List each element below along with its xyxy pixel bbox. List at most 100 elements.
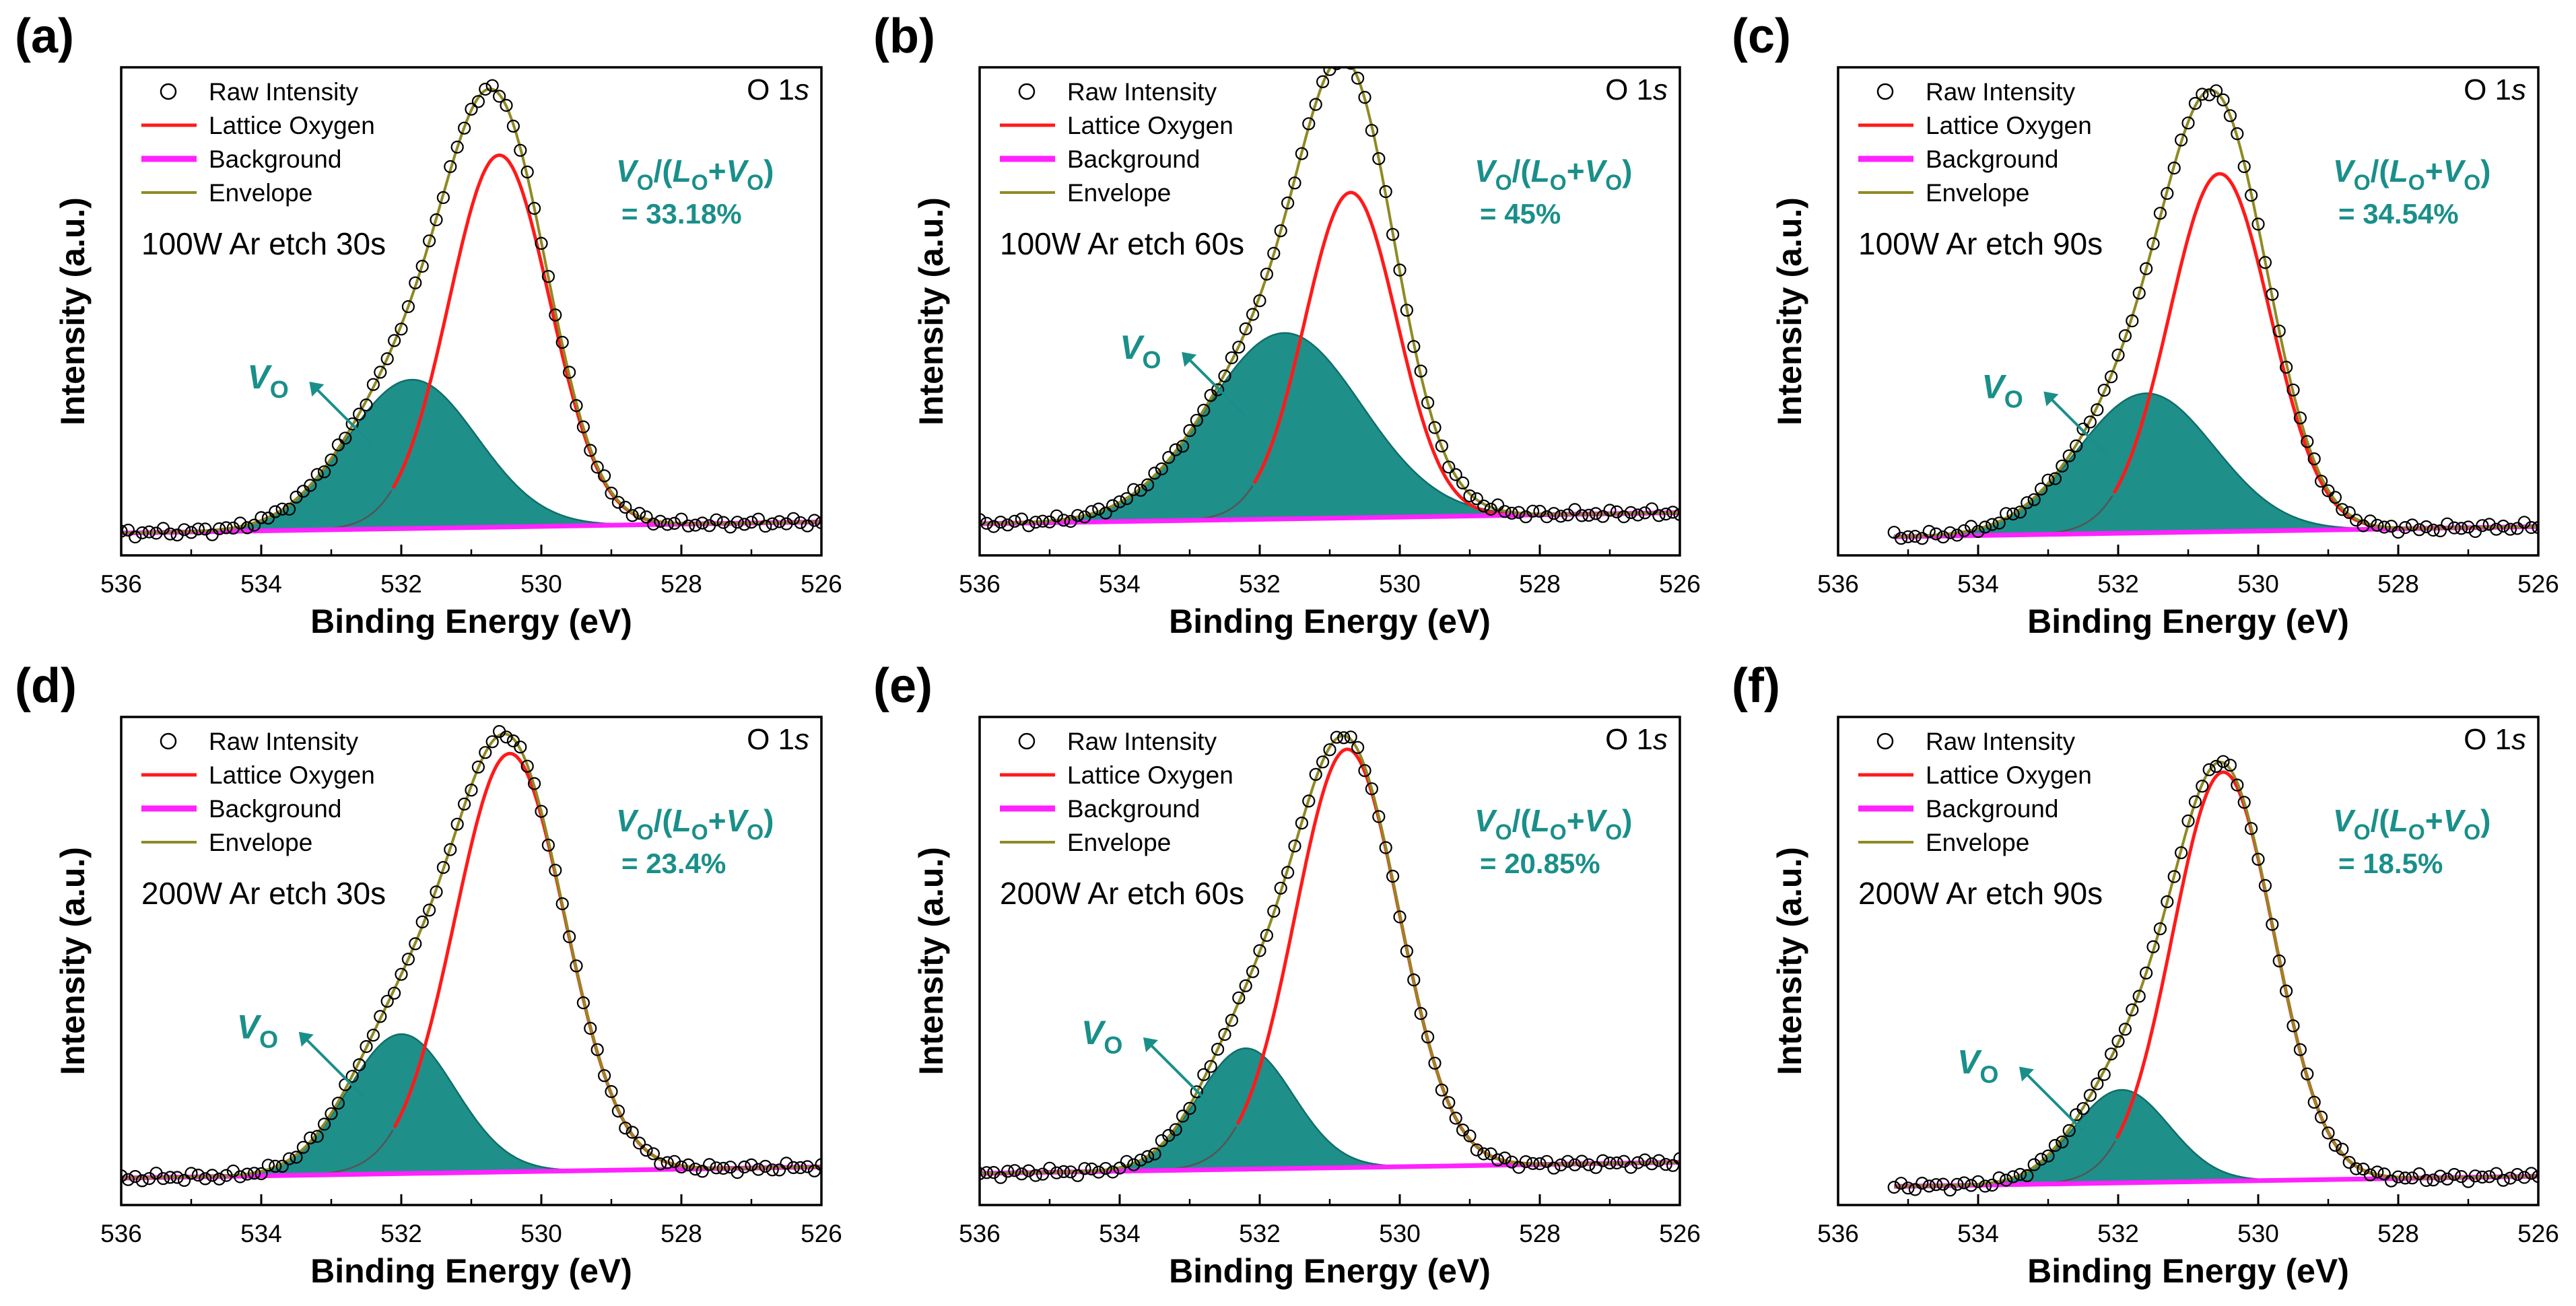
raw-intensity-point xyxy=(1015,512,1028,526)
x-tick-label: 534 xyxy=(1099,1220,1141,1247)
raw-intensity-point xyxy=(514,143,527,157)
raw-intensity-point xyxy=(219,1169,233,1182)
raw-intensity-point xyxy=(737,1160,751,1174)
x-tick-label: 526 xyxy=(2517,570,2559,598)
vo-label: VO xyxy=(1957,1043,1998,1089)
x-tick-label: 530 xyxy=(2237,570,2279,598)
legend: Raw Intensity Lattice Oxygen Background Env… xyxy=(1000,78,1233,207)
raw-intensity-point xyxy=(584,1021,597,1035)
raw-intensity-point xyxy=(1978,1179,1992,1193)
raw-intensity-point xyxy=(409,276,422,289)
raw-intensity-point xyxy=(1505,506,1519,520)
raw-intensity-point xyxy=(2342,506,2356,520)
raw-intensity-point xyxy=(1057,1165,1071,1179)
raw-intensity-point xyxy=(2035,482,2048,496)
raw-intensity-point xyxy=(366,1029,380,1042)
x-tick-label: 526 xyxy=(1659,570,1701,598)
raw-intensity-point xyxy=(2454,522,2468,535)
raw-intensity-point xyxy=(597,1069,611,1082)
raw-intensity-point xyxy=(2251,852,2265,866)
raw-intensity-point xyxy=(492,90,506,103)
legend-entry: Background xyxy=(1926,145,2058,173)
condition-label: 200W Ar etch 90s xyxy=(1858,876,2103,911)
raw-intensity-point xyxy=(2097,383,2111,397)
y-axis-label: Intensity (a.u.) xyxy=(54,197,92,425)
raw-intensity-point xyxy=(2000,1173,2013,1187)
raw-intensity-point xyxy=(401,953,415,966)
raw-intensity-point xyxy=(654,514,667,528)
raw-intensity-point xyxy=(562,366,576,379)
raw-intensity-point xyxy=(1673,508,1680,521)
raw-intensity-point xyxy=(555,335,569,349)
raw-intensity-point xyxy=(234,516,247,530)
raw-intensity-point xyxy=(2419,520,2433,534)
raw-intensity-point xyxy=(1008,1164,1021,1177)
raw-intensity-point xyxy=(2153,207,2167,220)
raw-intensity-point xyxy=(1631,1156,1645,1169)
vo-component-area xyxy=(1893,392,2538,538)
raw-intensity-point xyxy=(2126,1003,2139,1017)
raw-intensity-point xyxy=(465,784,478,797)
raw-intensity-point xyxy=(2272,324,2286,338)
x-tick-label: 532 xyxy=(2097,570,2139,598)
vo-component-area xyxy=(980,1047,1680,1175)
raw-intensity-point xyxy=(1029,516,1042,529)
raw-intensity-point xyxy=(2377,1167,2391,1181)
raw-intensity-point xyxy=(1603,1156,1617,1170)
ratio-value: = 23.4% xyxy=(621,848,726,879)
raw-intensity-point xyxy=(1239,979,1252,992)
raw-intensity-point xyxy=(2342,1155,2356,1169)
x-tick-label: 526 xyxy=(801,1220,842,1247)
vo-arrow-head xyxy=(298,1031,314,1047)
x-tick-label: 526 xyxy=(801,570,842,598)
raw-intensity-point xyxy=(1603,504,1617,517)
raw-intensity-point xyxy=(1673,1152,1680,1165)
raw-intensity-point xyxy=(275,502,289,516)
raw-intensity-point xyxy=(387,986,401,1000)
raw-intensity-point xyxy=(2202,763,2216,776)
raw-intensity-point xyxy=(1393,263,1406,277)
x-axis-label: Binding Energy (eV) xyxy=(310,603,632,640)
raw-intensity-point xyxy=(1978,520,1992,534)
raw-intensity-point xyxy=(304,479,317,492)
x-axis-label: Binding Energy (eV) xyxy=(310,1252,632,1290)
raw-intensity-point xyxy=(2161,895,2174,909)
raw-intensity-point xyxy=(1176,440,1190,453)
raw-intensity-point xyxy=(2406,1171,2419,1185)
raw-intensity-point xyxy=(1211,1042,1225,1056)
raw-intensity-point xyxy=(1943,526,1957,539)
raw-intensity-point xyxy=(2398,520,2412,535)
raw-intensity-point xyxy=(436,861,450,874)
raw-intensity-point xyxy=(1965,1179,1978,1192)
raw-intensity-point xyxy=(1936,530,1950,544)
legend-marker-raw xyxy=(1876,732,1894,750)
raw-intensity-point xyxy=(1463,489,1477,503)
panel-c: 536 534 532 530 528 526 Binding Energy (eV) Int… xyxy=(1732,9,2559,640)
raw-intensity-point xyxy=(2266,287,2279,301)
raw-intensity-point xyxy=(555,897,569,911)
raw-intensity-point xyxy=(121,1173,135,1186)
raw-intensity-point xyxy=(660,1156,674,1169)
legend-marker-raw xyxy=(1876,83,1894,100)
legend-entry: Envelope xyxy=(1067,179,1171,207)
raw-intensity-point xyxy=(681,519,696,532)
raw-intensity-point xyxy=(1526,1157,1540,1170)
raw-intensity-point xyxy=(2301,1067,2314,1080)
raw-intensity-point xyxy=(689,1163,702,1176)
raw-intensity-point xyxy=(1029,1169,1042,1182)
raw-intensity-point xyxy=(1239,322,1252,336)
ratio-value: = 45% xyxy=(1480,198,1561,230)
raw-intensity-point xyxy=(2244,188,2258,202)
raw-intensity-point xyxy=(619,1122,632,1135)
raw-intensity-point xyxy=(632,1136,646,1150)
raw-intensity-point xyxy=(296,1140,310,1154)
vo-label: VO xyxy=(1081,1014,1122,1059)
raw-intensity-point xyxy=(121,1169,128,1183)
panel-label: (e) xyxy=(873,659,933,713)
raw-intensity-point xyxy=(2231,127,2244,141)
raw-intensity-point xyxy=(2377,520,2391,534)
raw-intensity-point xyxy=(2181,814,2195,828)
raw-intensity-point xyxy=(219,521,233,535)
raw-intensity-point xyxy=(450,140,464,154)
condition-label: 200W Ar etch 60s xyxy=(1000,876,1244,911)
